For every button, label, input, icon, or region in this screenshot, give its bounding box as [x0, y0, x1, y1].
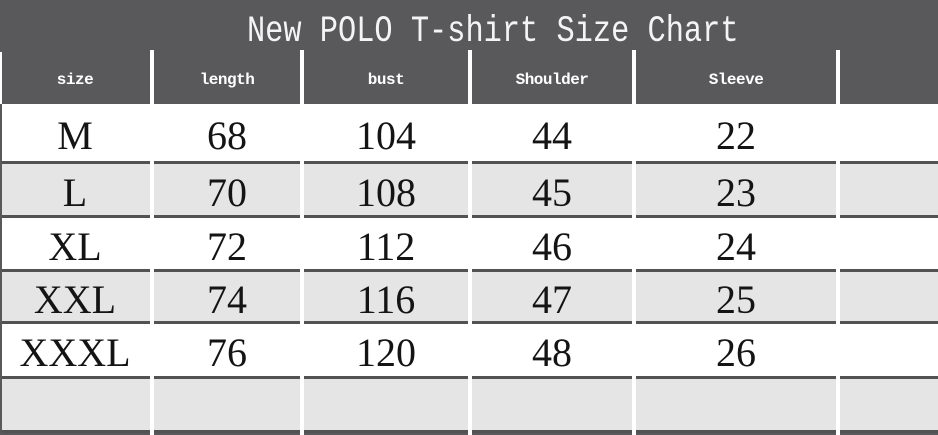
table-cell: 48 — [472, 321, 632, 376]
strip-cell — [472, 430, 632, 435]
table-header-row: size length bust Shoulder Sleeve — [0, 50, 938, 104]
table-cell: XXL — [0, 269, 150, 321]
table-cell — [840, 376, 938, 430]
table-cell: 108 — [304, 161, 468, 215]
table-cell: 44 — [472, 104, 632, 161]
table-cell: 76 — [154, 321, 300, 376]
table-cell — [472, 376, 632, 430]
table-cell: 116 — [304, 269, 468, 321]
table-cell: 24 — [636, 215, 836, 269]
header-cell-shoulder: Shoulder — [472, 50, 632, 104]
strip-cell — [304, 430, 468, 435]
table-left-border — [0, 104, 2, 435]
table-row-xxxl: XXXL 76 120 48 26 — [0, 321, 938, 376]
header-cell-sleeve: Sleeve — [636, 50, 836, 104]
table-cell — [304, 376, 468, 430]
table-cell: XL — [0, 215, 150, 269]
table-cell: 68 — [154, 104, 300, 161]
header-cell-length: length — [154, 50, 300, 104]
table-cell: 45 — [472, 161, 632, 215]
strip-cell — [154, 430, 300, 435]
table-cell: 47 — [472, 269, 632, 321]
table-cell — [840, 104, 938, 161]
chart-title: New POLO T-shirt Size Chart — [247, 11, 739, 50]
strip-cell — [0, 430, 150, 435]
table-row-l: L 70 108 45 23 — [0, 161, 938, 215]
table-row-xl: XL 72 112 46 24 — [0, 215, 938, 269]
table-cell: 25 — [636, 269, 836, 321]
table-cell — [840, 161, 938, 215]
table-cell — [636, 376, 836, 430]
table-cell: 74 — [154, 269, 300, 321]
table-row-m: M 68 104 44 22 — [0, 104, 938, 161]
table-cell — [840, 321, 938, 376]
table-row-empty — [0, 376, 938, 430]
header-cell-bust: bust — [304, 50, 468, 104]
table-cell: 104 — [304, 104, 468, 161]
header-cell-empty — [840, 50, 938, 104]
table-row-xxl: XXL 74 116 47 25 — [0, 269, 938, 321]
table-cell: 23 — [636, 161, 836, 215]
table-cell: XXXL — [0, 321, 150, 376]
table-cell: L — [0, 161, 150, 215]
table-cell: 26 — [636, 321, 836, 376]
table-cell: 120 — [304, 321, 468, 376]
header-cell-size: size — [0, 50, 150, 104]
table-cell: 112 — [304, 215, 468, 269]
table-cell: 70 — [154, 161, 300, 215]
title-bar: New POLO T-shirt Size Chart — [0, 0, 938, 50]
strip-cell — [840, 430, 938, 435]
table-cell — [840, 269, 938, 321]
table-cell: 72 — [154, 215, 300, 269]
table-cell — [840, 215, 938, 269]
strip-cell — [636, 430, 836, 435]
table-bottom-strip — [0, 430, 938, 435]
header-left-gap — [0, 52, 2, 104]
table-cell — [154, 376, 300, 430]
table-cell: 22 — [636, 104, 836, 161]
table-cell: 46 — [472, 215, 632, 269]
table-cell: M — [0, 104, 150, 161]
table-cell — [0, 376, 150, 430]
